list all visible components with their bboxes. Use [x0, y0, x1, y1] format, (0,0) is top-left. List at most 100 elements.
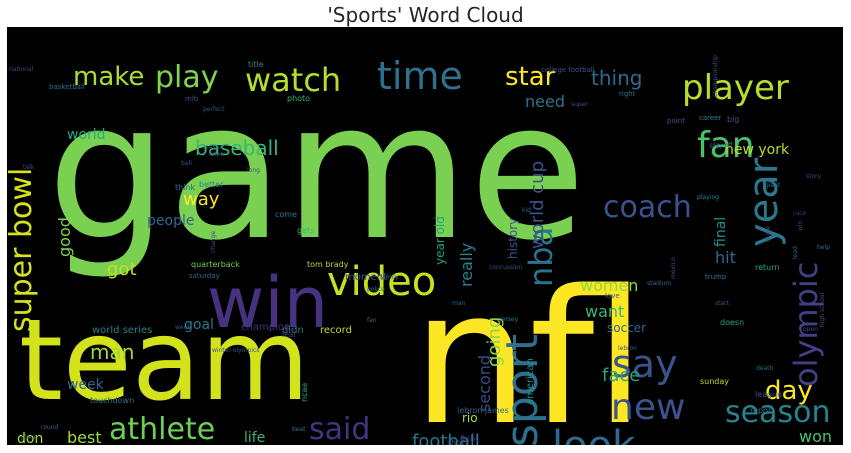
word-team-2: team — [19, 296, 310, 426]
word-good-43: good — [55, 217, 74, 257]
word-shot-78: shot — [447, 438, 464, 445]
word-way-30: way — [183, 189, 220, 210]
word-american-55: american — [525, 358, 536, 405]
word-start-133: start — [715, 300, 730, 307]
word-week-50: week — [67, 377, 105, 393]
word-right-88: right — [619, 90, 636, 98]
word-family-113: family — [380, 274, 399, 281]
word-player-4: player — [682, 68, 789, 108]
word-want-35: want — [585, 302, 624, 321]
word-giant-118: giant — [765, 182, 781, 189]
word-watch-7: watch — [245, 61, 341, 99]
word-time-6: time — [377, 54, 463, 98]
word-title-83: title — [248, 60, 264, 69]
word-sunday-67: sunday — [700, 377, 729, 386]
word-love-89: love — [605, 292, 620, 300]
word-record-58: record — [320, 325, 352, 336]
word-said-21: said — [309, 412, 370, 445]
word-lebron-james-66: lebron james — [457, 406, 509, 415]
word-trump-90: trump — [705, 273, 727, 281]
word-know-125: know — [209, 151, 225, 158]
word-history-47: history — [506, 218, 520, 259]
word-championship-100: championship — [712, 55, 719, 97]
word-face-37: face — [602, 365, 640, 386]
word-year-11: year — [741, 157, 787, 247]
word-life-49: life — [244, 430, 265, 445]
word-think-74: think — [175, 183, 196, 192]
word-didn-59: didn — [282, 325, 304, 336]
word-league-69: league — [755, 390, 782, 399]
word-change-124: change — [210, 231, 217, 253]
word-place-127: place — [21, 434, 37, 441]
word-story-117: story — [806, 173, 822, 180]
word-cloud-panel: game nfl team win player video time watch fan say… — [7, 27, 843, 445]
word-need-29: need — [525, 92, 565, 111]
word-come-77: come — [275, 210, 297, 219]
word-saturday-86: saturday — [189, 272, 220, 280]
word-olympic-12: olympic — [787, 262, 825, 387]
word-really-33: really — [457, 243, 476, 287]
word-champion-57: champion — [241, 322, 290, 333]
word-nba-13: nba — [522, 227, 560, 287]
word-cloud-words: gamenflteamwinplayervideotimewatchfansay… — [7, 54, 832, 445]
word-people-45: people — [147, 213, 194, 229]
word-talk-126: talk — [23, 164, 35, 171]
word-winter-olympics-95: winter olympics — [212, 347, 259, 354]
word-play-off-99: play off — [710, 142, 733, 149]
word-season-19: season — [725, 395, 830, 430]
word-won-40: won — [799, 427, 832, 445]
word-police-131: police — [367, 286, 385, 293]
word-tom-brady-62: tom brady — [307, 260, 349, 269]
word-sport-10: sport — [497, 334, 548, 445]
chart-title: 'Sports' Word Cloud — [327, 3, 524, 27]
word-make-18: make — [73, 62, 144, 92]
word-open-105: open — [803, 326, 818, 333]
word-goal-46: goal — [184, 317, 214, 333]
word-fight-71: fight — [460, 434, 478, 443]
word-basketball-82: basketball — [49, 83, 85, 91]
word-moment-61: moment — [345, 272, 387, 283]
word-jersey-120: jersey — [499, 316, 519, 323]
word-mexico-121: mexico — [670, 257, 677, 279]
word-nfl-1: nfl — [412, 250, 646, 445]
word-fan-114: fan — [367, 317, 377, 324]
word-world-series-60: world series — [92, 325, 152, 336]
word-help-106: help — [817, 244, 830, 251]
word-return-70: return — [755, 263, 779, 272]
word-day-24: day — [765, 376, 813, 406]
word-soccer-52: soccer — [607, 321, 646, 335]
word-real-91: real — [282, 331, 295, 339]
word-stadium-101: stadium — [647, 280, 671, 287]
word-long-110: long — [247, 167, 260, 174]
word-athlete-22: athlete — [109, 412, 215, 445]
word-lebron-115: lebron — [618, 345, 637, 352]
word-going-32: going — [484, 317, 505, 367]
word-new-23: new — [611, 387, 685, 428]
word-baseball-26: baseball — [195, 136, 279, 160]
word-second-34: second — [475, 355, 494, 412]
word-man-38: man — [90, 340, 134, 364]
word-career-85: career — [699, 114, 721, 122]
word-national-130: national — [9, 66, 34, 73]
word-gets-76: gets — [297, 226, 314, 235]
word-star-17: star — [505, 62, 556, 92]
word-look-20: look — [552, 423, 636, 445]
word-round-128: round — [41, 424, 59, 431]
word-fan-8: fan — [697, 125, 755, 166]
word-photo-84: photo — [287, 94, 310, 103]
word-don-51: don — [17, 431, 43, 445]
word-cloud-canvas: gamenflteamwinplayervideotimewatchfansay… — [7, 27, 843, 445]
word-play-16: play — [155, 60, 219, 95]
word-mlb-81: mlb — [185, 95, 199, 103]
word-death-116: death — [756, 365, 774, 372]
word-say-9: say — [612, 342, 678, 386]
word-perfect-94: perfect — [203, 106, 225, 113]
word-final-42: final — [713, 217, 729, 247]
word-quarterback-63: quarterback — [191, 260, 240, 269]
word-kid-123: kid — [522, 207, 531, 214]
word-super-132: super — [571, 101, 588, 108]
word-coach-15: coach — [603, 190, 692, 225]
word-hit-41: hit — [715, 248, 736, 267]
word-win-102: win — [797, 220, 804, 231]
word-touchdown-64: touchdown — [90, 396, 134, 405]
